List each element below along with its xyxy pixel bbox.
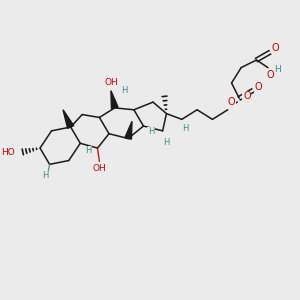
Text: H: H (182, 124, 189, 134)
Polygon shape (111, 91, 118, 109)
Polygon shape (125, 121, 132, 139)
Text: OH: OH (104, 79, 118, 88)
Text: HO: HO (2, 148, 15, 158)
Text: O: O (243, 92, 251, 101)
Polygon shape (63, 110, 74, 128)
Text: H: H (274, 65, 281, 74)
Text: H: H (121, 86, 127, 95)
Text: H: H (148, 127, 154, 136)
Text: O: O (266, 70, 274, 80)
Text: H: H (85, 146, 91, 155)
Text: O: O (272, 44, 279, 53)
Text: O: O (228, 97, 236, 107)
Text: H: H (163, 138, 170, 147)
Text: H: H (43, 171, 49, 180)
Text: OH: OH (92, 164, 106, 173)
Text: O: O (255, 82, 262, 92)
